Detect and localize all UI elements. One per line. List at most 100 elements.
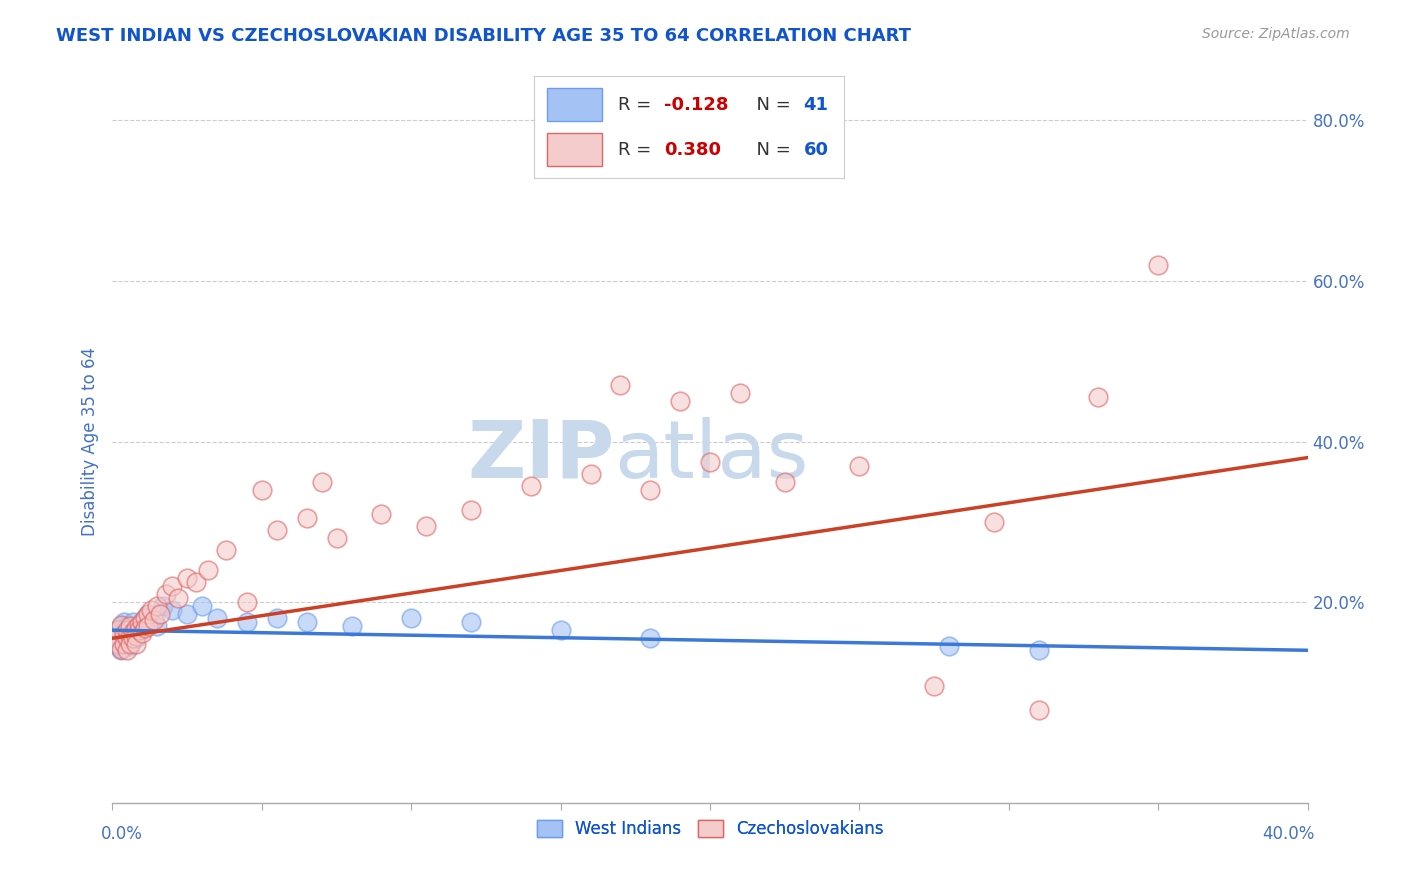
Point — [120, 623, 142, 637]
Point — [125, 621, 148, 635]
Point — [138, 607, 160, 621]
Point — [152, 599, 174, 614]
Point — [120, 632, 142, 646]
Point — [236, 595, 259, 609]
Point — [236, 615, 259, 630]
Point — [773, 475, 796, 489]
Text: atlas: atlas — [614, 417, 808, 495]
Point — [134, 611, 156, 625]
Point — [215, 542, 238, 557]
Point — [266, 523, 288, 537]
Point — [138, 607, 160, 621]
Point — [125, 632, 148, 646]
Point — [114, 623, 135, 637]
Point — [609, 378, 631, 392]
Point — [295, 510, 318, 524]
Point — [149, 607, 172, 621]
Point — [134, 611, 156, 625]
Point — [848, 458, 870, 473]
Point — [110, 643, 132, 657]
Text: ZIP: ZIP — [467, 417, 614, 495]
Point — [122, 632, 145, 646]
Point — [122, 627, 145, 641]
Text: WEST INDIAN VS CZECHOSLOVAKIAN DISABILITY AGE 35 TO 64 CORRELATION CHART: WEST INDIAN VS CZECHOSLOVAKIAN DISABILIT… — [56, 27, 911, 45]
Point — [669, 394, 692, 409]
Point — [155, 587, 177, 601]
Point — [146, 599, 169, 614]
Point — [176, 607, 198, 621]
Point — [370, 507, 392, 521]
Point — [295, 615, 318, 630]
Point — [143, 613, 166, 627]
Point — [699, 454, 721, 469]
Point — [114, 637, 135, 651]
Point — [176, 571, 198, 585]
Point — [117, 643, 139, 657]
Point — [120, 619, 142, 633]
Point — [141, 603, 163, 617]
Point — [128, 623, 150, 637]
Point — [579, 467, 602, 481]
Point — [191, 599, 214, 614]
Point — [138, 619, 160, 633]
Point — [162, 603, 183, 617]
Point — [134, 621, 156, 635]
Point — [1028, 643, 1050, 657]
Point — [117, 632, 139, 646]
Point — [401, 611, 423, 625]
Text: 0.380: 0.380 — [664, 141, 721, 159]
Point — [114, 615, 135, 630]
Point — [110, 641, 132, 656]
Point — [205, 611, 228, 625]
Text: 0.0%: 0.0% — [101, 825, 143, 843]
Point — [114, 632, 135, 646]
Point — [131, 615, 153, 630]
Point — [640, 632, 662, 646]
Point — [460, 615, 482, 630]
Point — [110, 619, 132, 633]
Point — [120, 629, 142, 643]
Point — [122, 615, 145, 630]
Text: Source: ZipAtlas.com: Source: ZipAtlas.com — [1202, 27, 1350, 41]
Point — [1147, 258, 1170, 272]
Point — [128, 623, 150, 637]
Point — [250, 483, 273, 497]
Point — [938, 639, 960, 653]
Point — [107, 623, 129, 637]
Text: 41: 41 — [803, 95, 828, 113]
Point — [460, 502, 482, 516]
Point — [131, 625, 153, 640]
Point — [141, 615, 163, 630]
Point — [325, 531, 347, 545]
Text: 60: 60 — [803, 141, 828, 159]
Point — [117, 619, 139, 633]
Point — [114, 627, 135, 641]
Point — [107, 639, 129, 653]
Point — [120, 637, 142, 651]
Point — [120, 639, 142, 653]
FancyBboxPatch shape — [547, 133, 602, 166]
Text: 40.0%: 40.0% — [1263, 825, 1315, 843]
Point — [110, 617, 132, 632]
Point — [110, 635, 132, 649]
Point — [415, 518, 437, 533]
Text: R =: R = — [617, 95, 657, 113]
Point — [128, 619, 150, 633]
Point — [107, 637, 129, 651]
Point — [128, 617, 150, 632]
Point — [146, 619, 169, 633]
Point — [125, 629, 148, 643]
Point — [125, 637, 148, 651]
Point — [167, 591, 190, 606]
Text: N =: N = — [745, 141, 796, 159]
Point — [311, 475, 333, 489]
Text: N =: N = — [745, 95, 796, 113]
Point — [125, 627, 148, 641]
Point — [728, 386, 751, 401]
Point — [197, 563, 219, 577]
Text: R =: R = — [617, 141, 657, 159]
Point — [117, 627, 139, 641]
Point — [117, 635, 139, 649]
Point — [266, 611, 288, 625]
Point — [983, 515, 1005, 529]
